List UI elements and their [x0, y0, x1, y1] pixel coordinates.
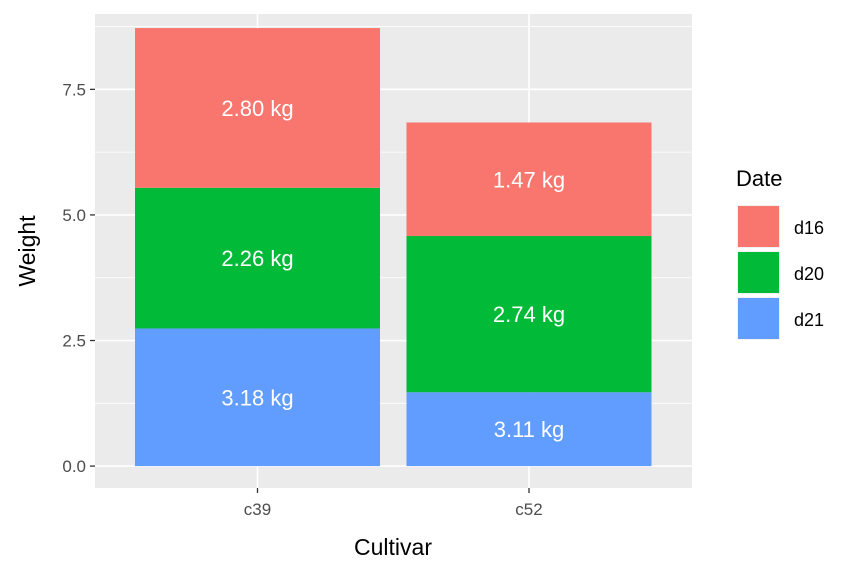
x-axis: c39 c52: [244, 488, 543, 519]
legend: Date d16 d20 d21: [736, 166, 824, 340]
legend-swatch-d21: [738, 298, 779, 339]
bar-value-label: 2.74 kg: [493, 302, 565, 327]
bar-d20-c52: [406, 236, 652, 393]
y-tick-label: 0.0: [62, 457, 86, 476]
legend-title: Date: [736, 166, 782, 191]
x-axis-title: Cultivar: [354, 534, 432, 560]
y-axis: 0.0 2.5 5.0 7.5: [62, 80, 95, 476]
legend-label-d20: d20: [794, 264, 824, 284]
bar-d21-c52: [406, 392, 652, 467]
x-tick-label: c52: [515, 500, 542, 519]
y-tick-label: 7.5: [62, 80, 86, 99]
bars: [135, 28, 652, 467]
y-axis-title: Weight: [14, 215, 40, 287]
x-tick-label: c39: [244, 500, 271, 519]
legend-label-d16: d16: [794, 218, 824, 238]
bar-value-label: 3.11 kg: [494, 417, 565, 442]
bar-value-label: 1.47 kg: [493, 167, 565, 192]
y-tick-label: 5.0: [62, 206, 86, 225]
bar-d16-c52: [406, 122, 652, 237]
legend-swatch-d16: [738, 206, 779, 247]
bar-value-label: 2.80 kg: [221, 96, 293, 121]
y-tick-label: 2.5: [62, 332, 86, 351]
bar-value-label: 3.18 kg: [221, 385, 293, 410]
bar-d16-c39: [135, 28, 380, 188]
bar-d21-c39: [135, 328, 380, 467]
bar-value-label: 2.26 kg: [221, 246, 293, 271]
legend-label-d21: d21: [794, 310, 824, 330]
bar-d20-c39: [135, 187, 380, 329]
legend-swatch-d20: [738, 252, 779, 293]
bar-labels: 3.18 kg 2.26 kg 2.80 kg 3.11 kg 2.74 kg 1.47 …: [221, 96, 565, 442]
